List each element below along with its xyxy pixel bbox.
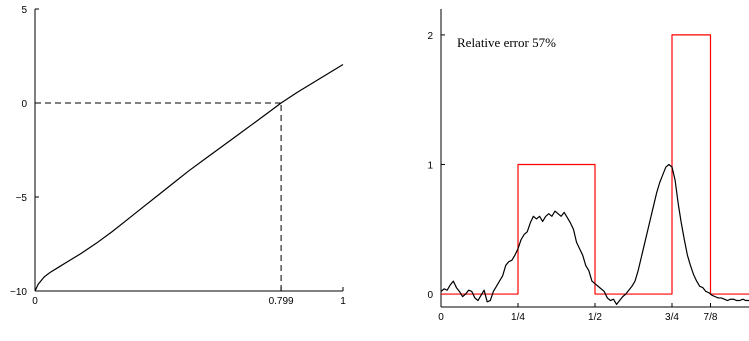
step-series-line-0 bbox=[441, 34, 749, 295]
y-tick-label: 2 bbox=[427, 31, 433, 42]
left-chart: 5 0 −5 −10 0 0.799 1 bbox=[10, 5, 346, 307]
x-tick-label: 1/4 bbox=[511, 312, 525, 323]
x-tick-label: 3/4 bbox=[665, 312, 679, 323]
x-tick-label: 0.799 bbox=[269, 296, 294, 307]
series-line-1 bbox=[440, 163, 749, 306]
y-tick-label: −10 bbox=[10, 287, 27, 298]
x-tick-label: 1/2 bbox=[588, 312, 602, 323]
y-tick-label: 1 bbox=[427, 160, 433, 171]
x-tick-label: 7/8 bbox=[704, 312, 718, 323]
right-chart: Relative error 57% 0 1 2 0 1/4 1/2 3/4 7/8 bbox=[427, 9, 749, 323]
relative-error-annotation: Relative error 57% bbox=[457, 35, 556, 50]
x-tick-label: 0 bbox=[32, 296, 38, 307]
x-tick-label: 1 bbox=[340, 296, 346, 307]
series-line-0 bbox=[34, 63, 344, 292]
y-tick-label: −5 bbox=[16, 193, 28, 204]
y-tick-label: 0 bbox=[427, 290, 433, 301]
x-tick-label: 0 bbox=[438, 312, 444, 323]
y-tick-label: 5 bbox=[21, 5, 27, 16]
y-tick-label: 0 bbox=[21, 99, 27, 110]
